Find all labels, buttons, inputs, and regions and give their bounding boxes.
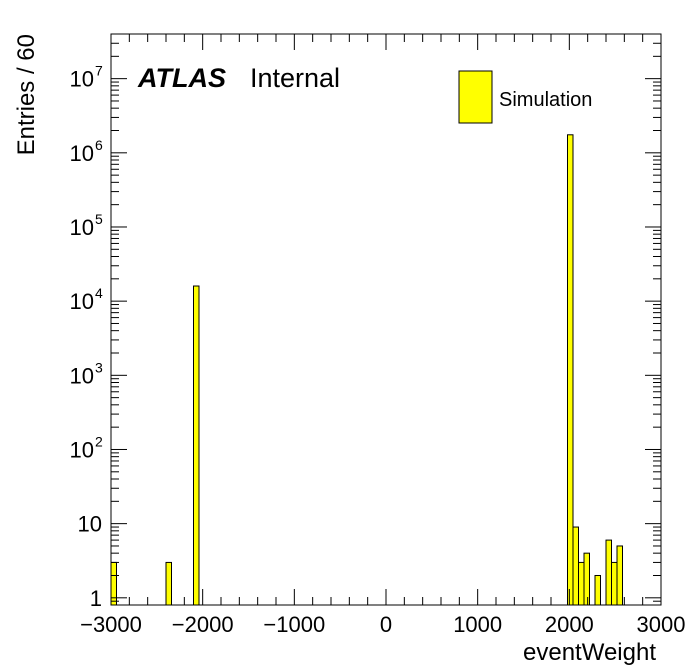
plot-frame — [110, 33, 662, 606]
y-tick-label: 1 — [90, 586, 102, 611]
histogram-bin — [165, 561, 172, 606]
y-tick-label: 10 — [70, 215, 94, 240]
histogram-bin — [572, 526, 579, 606]
histogram-bin — [605, 539, 612, 606]
histogram-bin — [193, 285, 200, 606]
y-tick-exponent: 4 — [95, 285, 103, 301]
x-tick-label: 0 — [380, 612, 392, 637]
x-tick-label: 2000 — [545, 612, 594, 637]
x-tick-labels: −3000 −2000 −1000 0 1000 2000 3000 — [80, 612, 685, 637]
x-axis-title: eventWeight — [523, 639, 656, 666]
histogram-bars — [110, 134, 623, 606]
y-tick-label: 10 — [70, 289, 94, 314]
y-tick-label: 10 — [70, 437, 94, 462]
y-tick-exponent: 3 — [95, 359, 103, 375]
x-tick-label: 3000 — [637, 612, 686, 637]
y-tick-label: 10 — [70, 67, 94, 92]
axis-ticks — [110, 33, 662, 606]
histogram-bin — [616, 545, 623, 606]
x-tick-label: 1000 — [453, 612, 502, 637]
legend-swatch-simulation — [458, 70, 493, 124]
internal-label: Internal — [250, 63, 340, 93]
histogram-bin — [594, 574, 601, 606]
histogram-bin — [578, 561, 585, 606]
x-tick-label: −3000 — [80, 612, 142, 637]
atlas-label: ATLAS — [137, 63, 226, 93]
y-tick-label: 10 — [78, 512, 102, 537]
histogram-bin — [583, 552, 590, 606]
histogram-bin — [110, 561, 117, 606]
y-tick-label: 10 — [70, 363, 94, 388]
x-tick-label: −2000 — [172, 612, 234, 637]
histogram-bin — [611, 561, 618, 606]
y-tick-exponent: 2 — [95, 433, 103, 449]
histogram-bin — [567, 134, 574, 606]
y-tick-exponent: 6 — [95, 137, 103, 153]
y-axis-title: Entries / 60 — [13, 34, 40, 155]
legend-label-simulation: Simulation — [499, 89, 592, 111]
y-tick-exponent: 5 — [95, 211, 103, 227]
legend: Simulation — [458, 70, 592, 124]
y-tick-label: 10 — [70, 141, 94, 166]
x-tick-label: −1000 — [263, 612, 325, 637]
y-tick-exponent: 7 — [95, 63, 103, 79]
